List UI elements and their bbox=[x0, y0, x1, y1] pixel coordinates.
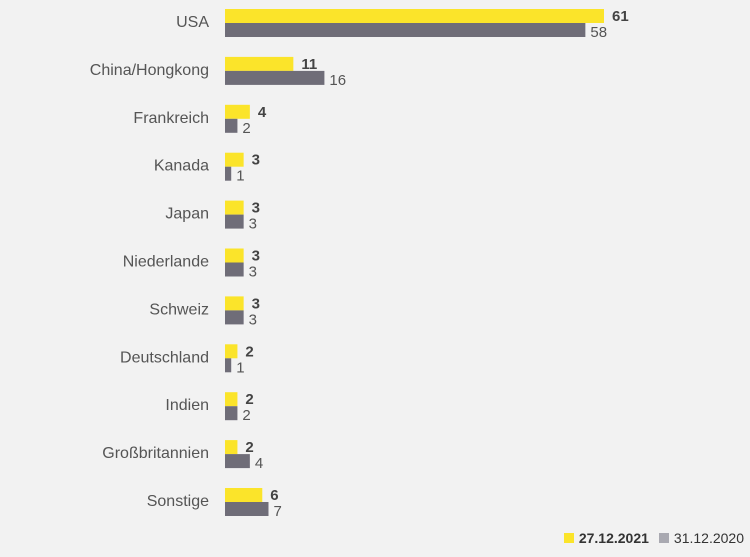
value-label-2020-niederlande: 3 bbox=[249, 264, 257, 281]
bar-2020-kanada bbox=[225, 166, 232, 181]
category-label-grossbritannien: Großbritannien bbox=[102, 445, 209, 462]
value-label-2020-grossbritannien: 4 bbox=[255, 455, 263, 472]
bar-2020-japan bbox=[225, 214, 244, 229]
legend: 27.12.2021 31.12.2020 bbox=[563, 530, 744, 546]
bar-2020-frankreich bbox=[225, 118, 238, 133]
value-label-2020-usa: 58 bbox=[590, 24, 607, 41]
category-label-japan: Japan bbox=[165, 206, 209, 223]
category-label-schweiz: Schweiz bbox=[149, 301, 209, 318]
bar-2021-china-hongkong bbox=[225, 56, 294, 71]
value-label-2020-frankreich: 2 bbox=[242, 120, 250, 137]
bar-2021-niederlande bbox=[225, 248, 244, 263]
legend-label-2021: 27.12.2021 bbox=[578, 530, 649, 546]
value-label-2021-sonstige: 6 bbox=[270, 487, 278, 504]
value-label-2020-kanada: 1 bbox=[236, 168, 244, 185]
bar-2021-usa bbox=[225, 9, 604, 23]
bar-2021-sonstige bbox=[225, 488, 263, 502]
category-label-frankreich: Frankreich bbox=[133, 110, 209, 127]
value-label-2021-kanada: 3 bbox=[252, 152, 260, 169]
bar-2020-deutschland bbox=[225, 358, 232, 373]
value-label-2021-niederlande: 3 bbox=[252, 248, 260, 265]
bar-2020-niederlande bbox=[225, 262, 244, 277]
value-label-2021-grossbritannien: 2 bbox=[245, 439, 253, 456]
category-label-kanada: Kanada bbox=[154, 158, 209, 175]
bar-2020-usa bbox=[225, 23, 586, 37]
legend-item-2021: 27.12.2021 bbox=[563, 530, 649, 546]
value-label-2020-deutschland: 1 bbox=[236, 359, 244, 376]
value-label-2020-indien: 2 bbox=[242, 407, 250, 424]
bar-2020-schweiz bbox=[225, 310, 244, 325]
bar-2020-grossbritannien bbox=[225, 454, 250, 469]
legend-swatch-2021 bbox=[563, 533, 574, 543]
bar-2021-indien bbox=[225, 392, 238, 407]
bar-2020-china-hongkong bbox=[225, 70, 325, 85]
value-label-2021-japan: 3 bbox=[252, 200, 260, 217]
bar-2021-frankreich bbox=[225, 104, 250, 119]
value-label-2020-sonstige: 7 bbox=[273, 503, 281, 520]
category-label-china-hongkong: China/Hongkong bbox=[90, 62, 209, 79]
legend-label-2020: 31.12.2020 bbox=[673, 530, 744, 546]
value-label-2020-japan: 3 bbox=[249, 216, 257, 233]
value-label-2021-frankreich: 4 bbox=[258, 104, 267, 121]
bar-2020-sonstige bbox=[225, 502, 269, 516]
value-label-2020-china-hongkong: 16 bbox=[329, 72, 346, 89]
value-label-2021-deutschland: 2 bbox=[245, 343, 253, 360]
category-label-niederlande: Niederlande bbox=[123, 254, 209, 271]
category-label-sonstige: Sonstige bbox=[147, 493, 209, 510]
category-label-deutschland: Deutschland bbox=[120, 349, 209, 366]
bar-2021-grossbritannien bbox=[225, 440, 238, 455]
bar-2021-schweiz bbox=[225, 296, 244, 311]
value-label-2021-indien: 2 bbox=[245, 391, 253, 408]
bar-2021-japan bbox=[225, 200, 244, 215]
value-label-2020-schweiz: 3 bbox=[249, 311, 257, 328]
value-label-2021-china-hongkong: 11 bbox=[301, 56, 317, 73]
bar-2021-deutschland bbox=[225, 344, 238, 359]
value-label-2021-usa: 61 bbox=[612, 8, 629, 25]
bar-2020-indien bbox=[225, 406, 238, 421]
value-label-2021-schweiz: 3 bbox=[252, 295, 260, 312]
legend-swatch-2020 bbox=[658, 533, 669, 543]
bar-2021-kanada bbox=[225, 152, 244, 167]
category-label-usa: USA bbox=[176, 14, 209, 31]
legend-item-2020: 31.12.2020 bbox=[658, 530, 744, 546]
category-label-indien: Indien bbox=[165, 397, 209, 414]
